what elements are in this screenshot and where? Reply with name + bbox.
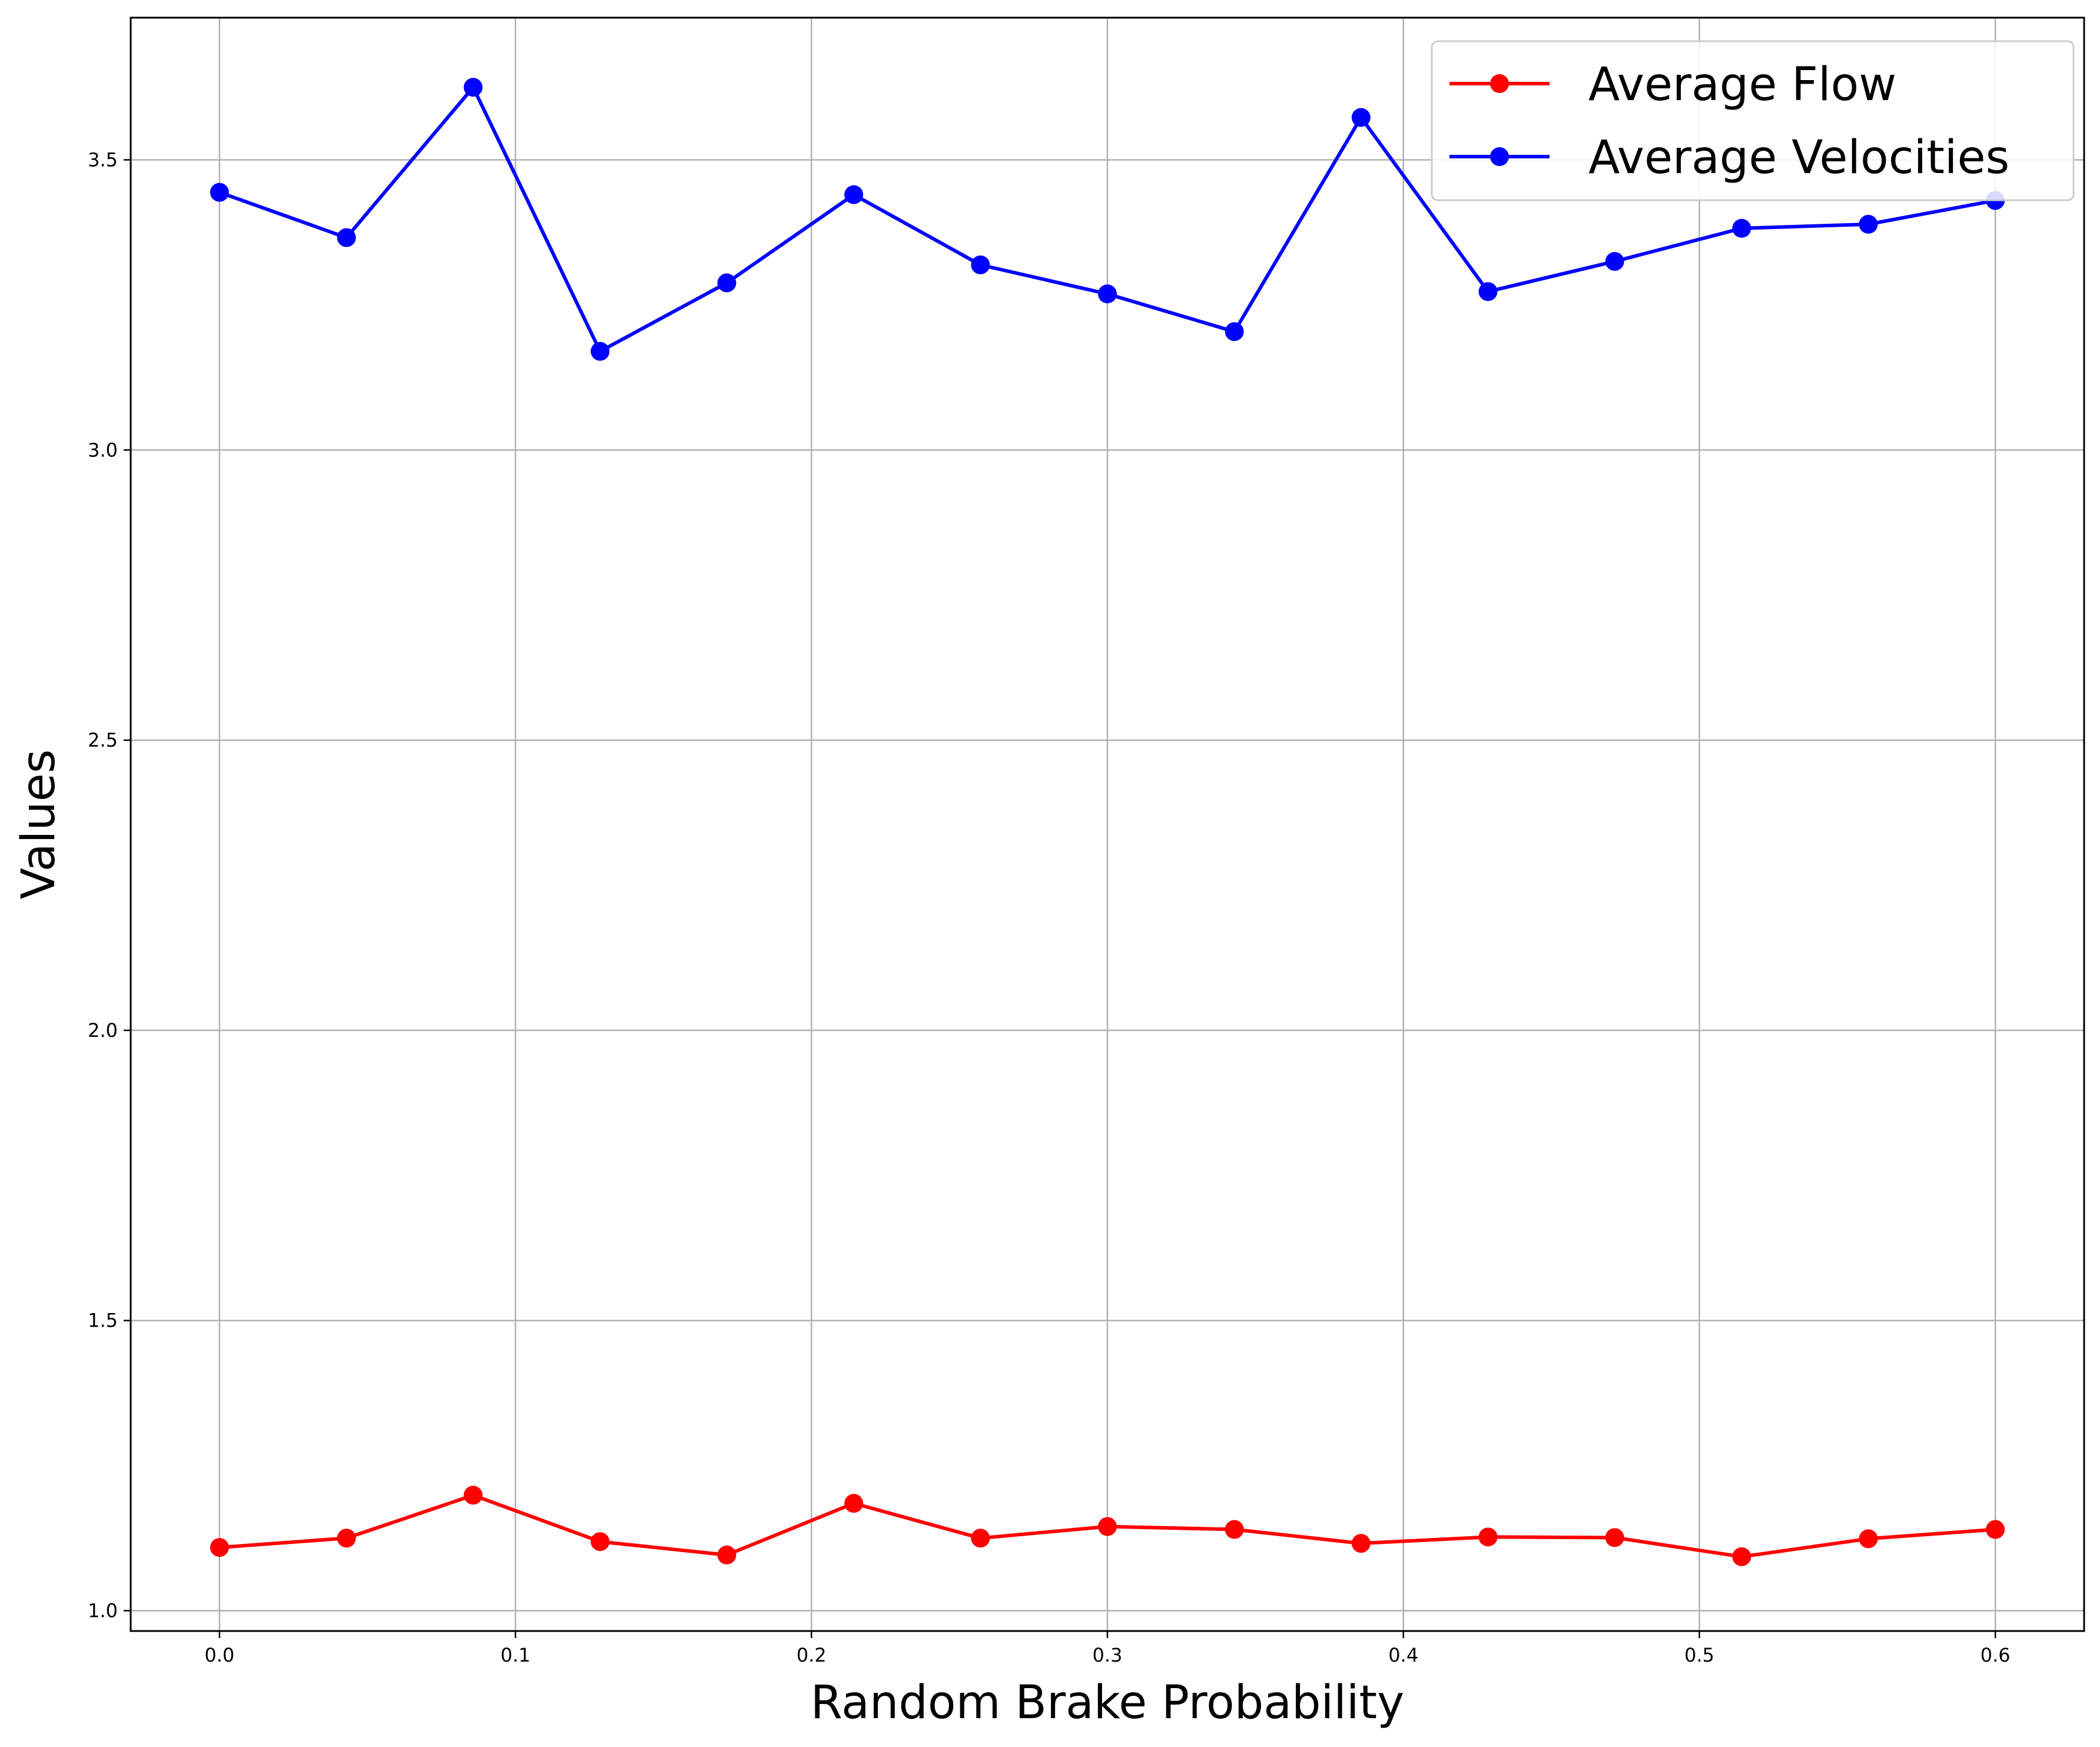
average-flow-point (1478, 1527, 1498, 1547)
y-tick-label: 3.0 (88, 439, 118, 461)
average-flow-point (590, 1532, 610, 1552)
legend-swatch-marker (1490, 147, 1509, 166)
average-velocities-point (1225, 322, 1244, 342)
x-tick-label: 0.0 (204, 1644, 234, 1666)
grid-layer (131, 18, 2084, 1631)
average-velocities-point (463, 78, 483, 97)
average-flow-point (1351, 1534, 1371, 1553)
average-velocities-point (590, 342, 610, 361)
x-tick-label: 0.5 (1684, 1644, 1714, 1666)
average-flow-point (971, 1529, 990, 1548)
legend-frame (1431, 40, 2075, 201)
average-flow-point (463, 1486, 483, 1505)
average-velocities-point (337, 228, 356, 247)
average-velocities-series (210, 78, 2005, 361)
average-flow-point (1986, 1520, 2005, 1539)
average-flow-point (844, 1494, 864, 1513)
average-flow-point (717, 1545, 737, 1564)
average-flow-point (1605, 1528, 1624, 1547)
x-tick-label: 0.2 (797, 1644, 827, 1666)
average-flow-point (1225, 1520, 1244, 1539)
y-tick-label: 1.5 (88, 1310, 118, 1332)
x-tick-label: 0.3 (1093, 1644, 1123, 1666)
x-tick-label: 0.4 (1388, 1644, 1418, 1666)
average-velocities-point (1351, 108, 1371, 127)
average-velocities-point (1478, 282, 1498, 301)
average-velocities-point (717, 273, 737, 293)
average-velocities-point (844, 185, 864, 204)
average-velocities-point (1732, 218, 1751, 238)
legend-swatch-marker (1490, 74, 1509, 93)
average-velocities-point (971, 255, 990, 274)
average-flow-series (210, 1486, 2005, 1566)
average-flow-point (1098, 1517, 1117, 1536)
y-axis-title: Values (12, 750, 65, 900)
y-tick-label: 3.5 (88, 148, 118, 171)
legend-item-average-flow: Average Flow (1449, 58, 1896, 111)
x-tick-label: 0.6 (1980, 1644, 2011, 1666)
series-layer (210, 78, 2005, 1566)
y-axis: 1.0 1.5 2.0 2.5 3.0 3.5 (88, 148, 131, 1622)
average-flow-point (337, 1529, 356, 1548)
average-flow-point (1859, 1529, 1878, 1549)
legend-label: Average Velocities (1588, 131, 2009, 184)
y-tick-label: 2.0 (88, 1019, 118, 1042)
legend-item-average-velocities: Average Velocities (1449, 131, 2009, 184)
x-axis: 0.0 0.1 0.2 0.3 0.4 0.5 0.6 (204, 1631, 2011, 1666)
y-tick-label: 1.0 (88, 1600, 118, 1622)
x-tick-label: 0.1 (500, 1644, 530, 1666)
average-velocities-point (1859, 214, 1878, 234)
average-flow-point (210, 1538, 229, 1557)
average-velocities-point (210, 183, 229, 202)
average-flow-point (1732, 1547, 1751, 1566)
legend-label: Average Flow (1588, 58, 1896, 111)
average-velocities-point (1098, 284, 1117, 304)
legend: Average Flow Average Velocities (1431, 40, 2075, 201)
y-tick-label: 2.5 (88, 729, 118, 751)
average-velocities-point (1605, 251, 1624, 271)
x-axis-title: Random Brake Probability (811, 1676, 1405, 1729)
